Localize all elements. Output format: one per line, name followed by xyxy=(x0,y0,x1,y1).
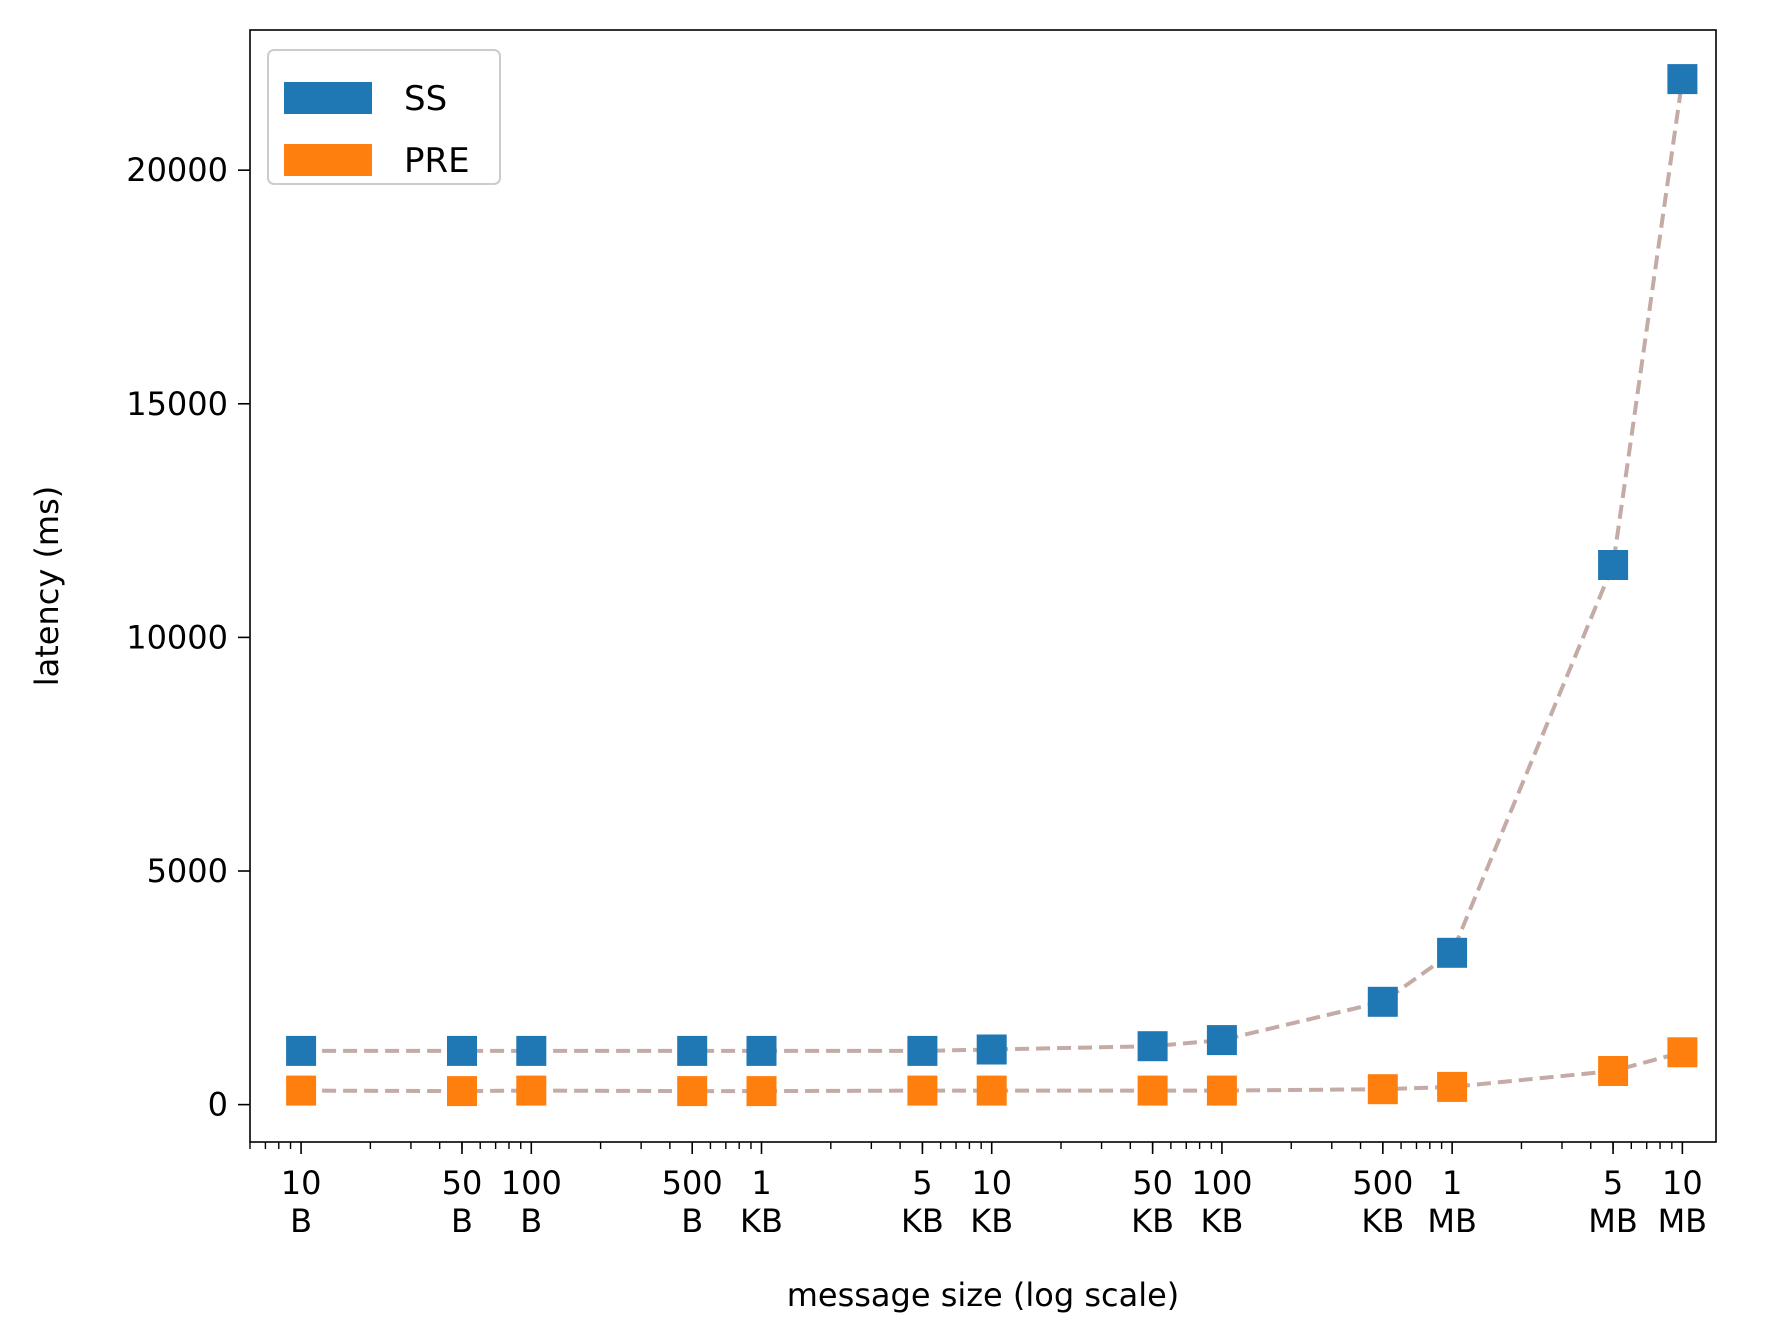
data-point-ss xyxy=(746,1035,777,1066)
x-tick-label: 100 xyxy=(501,1164,562,1202)
legend-swatch-pre xyxy=(284,144,372,176)
x-tick-label: 5 xyxy=(912,1164,932,1202)
x-minor-ticks xyxy=(249,1142,1673,1149)
data-point-pre xyxy=(746,1076,777,1107)
x-tick-label: 500 xyxy=(662,1164,723,1202)
x-tick-label: KB xyxy=(740,1202,783,1240)
y-tick-label: 0 xyxy=(208,1086,228,1124)
x-tick-label: B xyxy=(451,1202,473,1240)
data-point-pre xyxy=(286,1075,317,1106)
x-tick-label: 5 xyxy=(1603,1164,1623,1202)
x-tick-label: B xyxy=(681,1202,703,1240)
data-point-ss xyxy=(976,1034,1007,1065)
data-point-pre xyxy=(447,1076,477,1107)
x-tick-label: 1 xyxy=(751,1164,771,1202)
data-point-ss xyxy=(1437,937,1468,968)
data-point-ss xyxy=(1598,550,1629,580)
data-point-ss xyxy=(677,1035,708,1066)
x-tick-label: 10 xyxy=(1662,1164,1703,1202)
data-point-pre xyxy=(1437,1071,1468,1102)
data-point-pre xyxy=(1367,1074,1398,1105)
x-tick-label: KB xyxy=(1361,1202,1404,1240)
data-point-pre xyxy=(516,1075,547,1106)
data-point-ss xyxy=(1667,64,1698,95)
y-tick-label: 5000 xyxy=(147,852,228,890)
x-tick-label: MB xyxy=(1588,1202,1638,1240)
x-tick-label: KB xyxy=(1131,1202,1174,1240)
x-tick-label: 50 xyxy=(1132,1164,1173,1202)
y-tick-label: 15000 xyxy=(126,385,228,423)
data-point-ss xyxy=(286,1035,317,1066)
data-point-ss xyxy=(447,1035,477,1066)
legend-label-ss: SS xyxy=(404,79,447,119)
legend-label-pre: PRE xyxy=(404,141,470,181)
data-point-ss xyxy=(1137,1031,1168,1062)
x-tick-label: 10 xyxy=(281,1164,322,1202)
data-point-pre xyxy=(907,1075,938,1106)
data-point-pre xyxy=(1137,1075,1168,1106)
y-tick-label: 20000 xyxy=(126,151,228,189)
data-point-pre xyxy=(976,1075,1007,1106)
data-point-pre xyxy=(1206,1075,1237,1106)
data-point-pre xyxy=(1667,1037,1698,1068)
x-tick-label: KB xyxy=(1200,1202,1243,1240)
data-point-ss xyxy=(1206,1025,1237,1056)
x-tick-label: KB xyxy=(970,1202,1013,1240)
y-tick-label: 10000 xyxy=(126,618,228,656)
x-tick-label: KB xyxy=(901,1202,944,1240)
x-tick-label: 1 xyxy=(1442,1164,1462,1202)
legend: SS PRE xyxy=(267,49,501,185)
x-tick-label: 10 xyxy=(971,1164,1012,1202)
data-point-ss xyxy=(516,1035,547,1066)
legend-swatch-ss xyxy=(284,82,372,114)
x-tick-label: B xyxy=(520,1202,542,1240)
x-tick-label: 100 xyxy=(1191,1164,1252,1202)
x-axis-label: message size (log scale) xyxy=(787,1276,1180,1314)
series-markers xyxy=(286,64,1698,1107)
y-axis-ticks: 0 5000 10000 15000 20000 xyxy=(126,151,250,1124)
data-point-pre xyxy=(677,1076,708,1107)
y-axis-label: latency (ms) xyxy=(28,486,66,687)
x-tick-label: 500 xyxy=(1352,1164,1413,1202)
x-tick-label: B xyxy=(290,1202,312,1240)
x-tick-label: 50 xyxy=(442,1164,483,1202)
plot-frame xyxy=(249,29,1717,1143)
data-point-ss xyxy=(907,1035,938,1066)
data-point-pre xyxy=(1598,1056,1629,1086)
x-axis-ticks: 10B50B100B500B1KB5KB10KB50KB100KB500KB1M… xyxy=(281,1142,1707,1240)
data-point-ss xyxy=(1367,986,1398,1017)
x-tick-label: MB xyxy=(1658,1202,1708,1240)
x-tick-label: MB xyxy=(1427,1202,1477,1240)
